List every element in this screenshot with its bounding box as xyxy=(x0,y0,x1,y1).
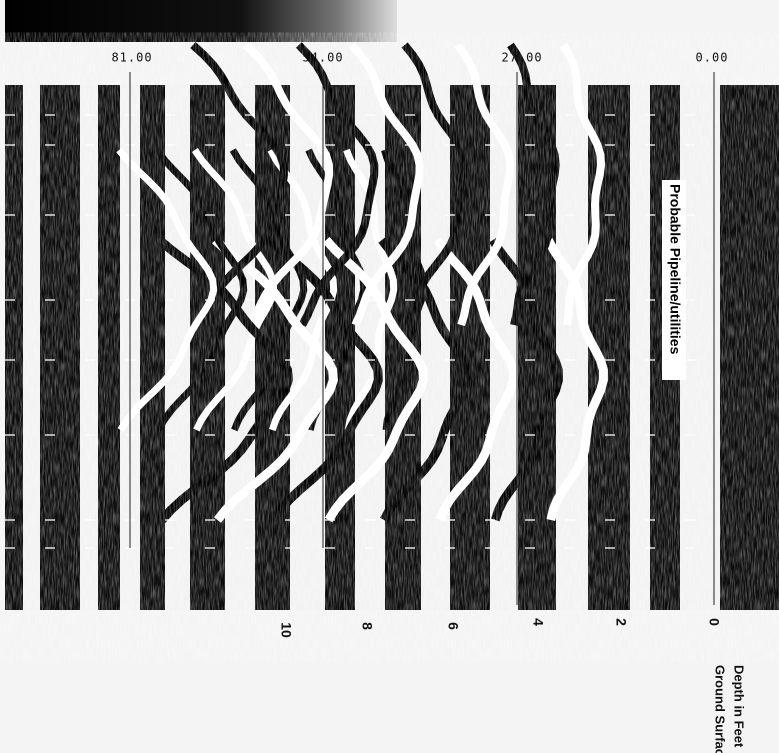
radargram-figure: 81.00 54.00 27.00 0.00 10 8 6 4 2 0 Dept… xyxy=(0,0,779,753)
depth-label: 0 xyxy=(706,618,722,626)
distance-label: 27.00 xyxy=(501,51,542,65)
depth-label: 6 xyxy=(445,622,461,630)
depth-label: 8 xyxy=(359,622,375,630)
depth-title: Depth in Feet xyxy=(732,665,747,748)
distance-label: 54.00 xyxy=(302,51,343,65)
depth-label: 10 xyxy=(278,622,294,638)
distance-label: 81.00 xyxy=(111,51,152,65)
annotation: Probable Pipeline/utilities xyxy=(667,184,683,355)
depth-label: 4 xyxy=(530,618,546,626)
distance-label: 0.00 xyxy=(696,51,729,65)
depth-label: 2 xyxy=(613,618,629,626)
depth-subtitle: Ground Surface xyxy=(713,665,728,753)
page: 81.00 54.00 27.00 0.00 10 8 6 4 2 0 Dept… xyxy=(0,0,779,753)
scale-bar xyxy=(5,0,397,42)
